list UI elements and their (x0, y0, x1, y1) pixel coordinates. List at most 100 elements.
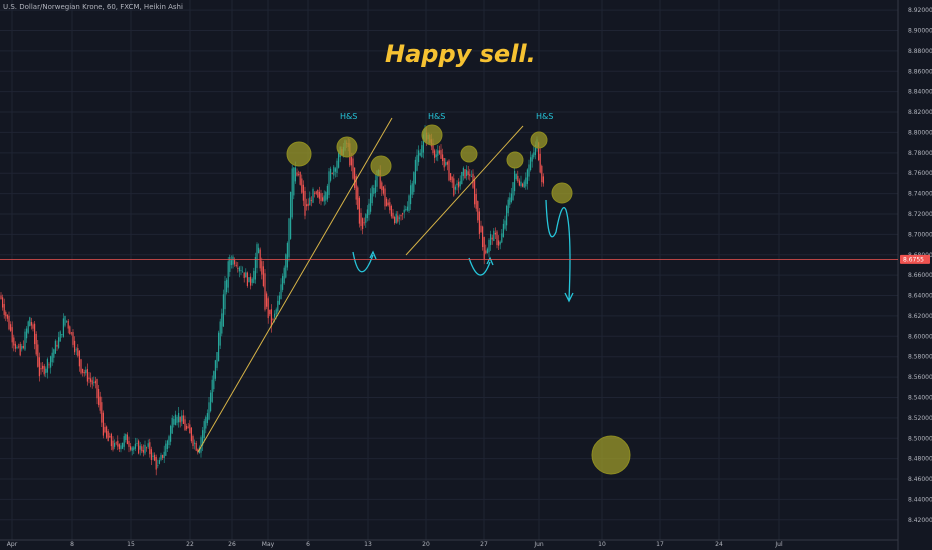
y-tick-label: 8.50000 (908, 435, 932, 442)
circle-marker[interactable] (421, 124, 443, 146)
candle (133, 447, 135, 451)
candle (285, 254, 287, 278)
candle (531, 154, 533, 162)
candle (227, 261, 229, 288)
trendline-2[interactable] (405, 125, 524, 256)
down-arrow-path[interactable] (545, 199, 571, 301)
candle (358, 197, 360, 224)
candle (296, 172, 298, 176)
candle (122, 442, 124, 449)
candle (275, 309, 277, 315)
candle (512, 182, 514, 200)
candle (232, 256, 234, 265)
x-tick-label: 13 (364, 541, 372, 548)
candle (270, 309, 272, 327)
candle (350, 156, 352, 166)
curve-arrow-2[interactable] (468, 257, 491, 276)
candle (0, 295, 2, 300)
trendline-1[interactable] (197, 117, 393, 453)
candle (170, 426, 172, 442)
candle (438, 150, 440, 154)
circle-marker[interactable] (460, 145, 478, 163)
y-tick-label: 8.86000 (908, 68, 932, 75)
drawings: H&S H&S H&S (197, 112, 631, 475)
curve-arrow-1[interactable] (352, 251, 374, 273)
symbol-legend[interactable]: U.S. Dollar/Norwegian Krone, 60, FXCM, H… (3, 3, 183, 11)
candle (309, 197, 311, 206)
y-axis-labels[interactable]: 8.92000 8.90000 8.88000 8.86000 8.84000 8.820… (908, 7, 932, 524)
circle-marker[interactable] (506, 151, 524, 169)
candle (16, 346, 18, 349)
x-tick-label: 17 (656, 541, 664, 548)
y-tick-label: 8.48000 (908, 456, 932, 463)
candle (290, 191, 292, 239)
candle (14, 343, 16, 349)
circle-marker[interactable] (591, 435, 631, 475)
candle (291, 168, 293, 218)
y-tick-label: 8.90000 (908, 27, 932, 34)
y-tick-label: 8.66000 (908, 272, 932, 279)
candle (264, 273, 266, 310)
candle (302, 184, 304, 201)
candle (242, 271, 244, 273)
candle (542, 176, 544, 184)
x-axis-labels[interactable]: Apr 8 15 22 26 May 6 13 20 27 Jun 10 17 24 Jul (7, 541, 783, 548)
candle (272, 319, 274, 320)
candle (24, 331, 26, 350)
circle-marker[interactable] (336, 136, 358, 158)
candle (387, 202, 389, 206)
candle (2, 297, 4, 308)
candle (157, 465, 159, 467)
candle (469, 174, 471, 177)
candle (6, 314, 8, 319)
candle (317, 190, 319, 198)
y-tick-label: 8.78000 (908, 150, 932, 157)
circle-marker[interactable] (530, 131, 548, 149)
candle (410, 185, 412, 205)
candle (45, 368, 47, 373)
candle (125, 434, 127, 440)
candle (109, 435, 111, 438)
candle (75, 349, 77, 351)
candle (86, 368, 88, 382)
candle (501, 233, 503, 243)
candle (131, 447, 133, 451)
circle-marker[interactable] (551, 182, 573, 204)
candle (27, 321, 29, 333)
candle (224, 280, 226, 310)
circle-marker[interactable] (286, 141, 312, 167)
y-tick-label: 8.74000 (908, 191, 932, 198)
candle (64, 315, 66, 326)
candle (315, 191, 317, 194)
candle (445, 162, 447, 166)
candle (19, 343, 21, 356)
candle (301, 178, 303, 193)
candle (258, 247, 260, 254)
candle (88, 377, 90, 380)
candle (352, 158, 354, 179)
candle (155, 456, 157, 470)
candle (418, 150, 420, 163)
candle (107, 431, 109, 442)
candle (494, 232, 496, 235)
candle (200, 437, 202, 453)
candle (136, 442, 138, 444)
candle (162, 454, 164, 458)
candle (366, 209, 368, 219)
y-tick-label: 8.42000 (908, 517, 932, 524)
candle (168, 436, 170, 445)
circle-marker[interactable] (370, 155, 392, 177)
candle (194, 442, 196, 444)
candle (179, 416, 181, 423)
candle (515, 173, 517, 180)
candle (310, 200, 312, 202)
candle (530, 157, 532, 170)
candle (397, 215, 399, 222)
candle (523, 181, 525, 188)
candle (190, 427, 192, 442)
y-tick-label: 8.56000 (908, 374, 932, 381)
candle (218, 332, 220, 362)
y-tick-label: 8.52000 (908, 415, 932, 422)
